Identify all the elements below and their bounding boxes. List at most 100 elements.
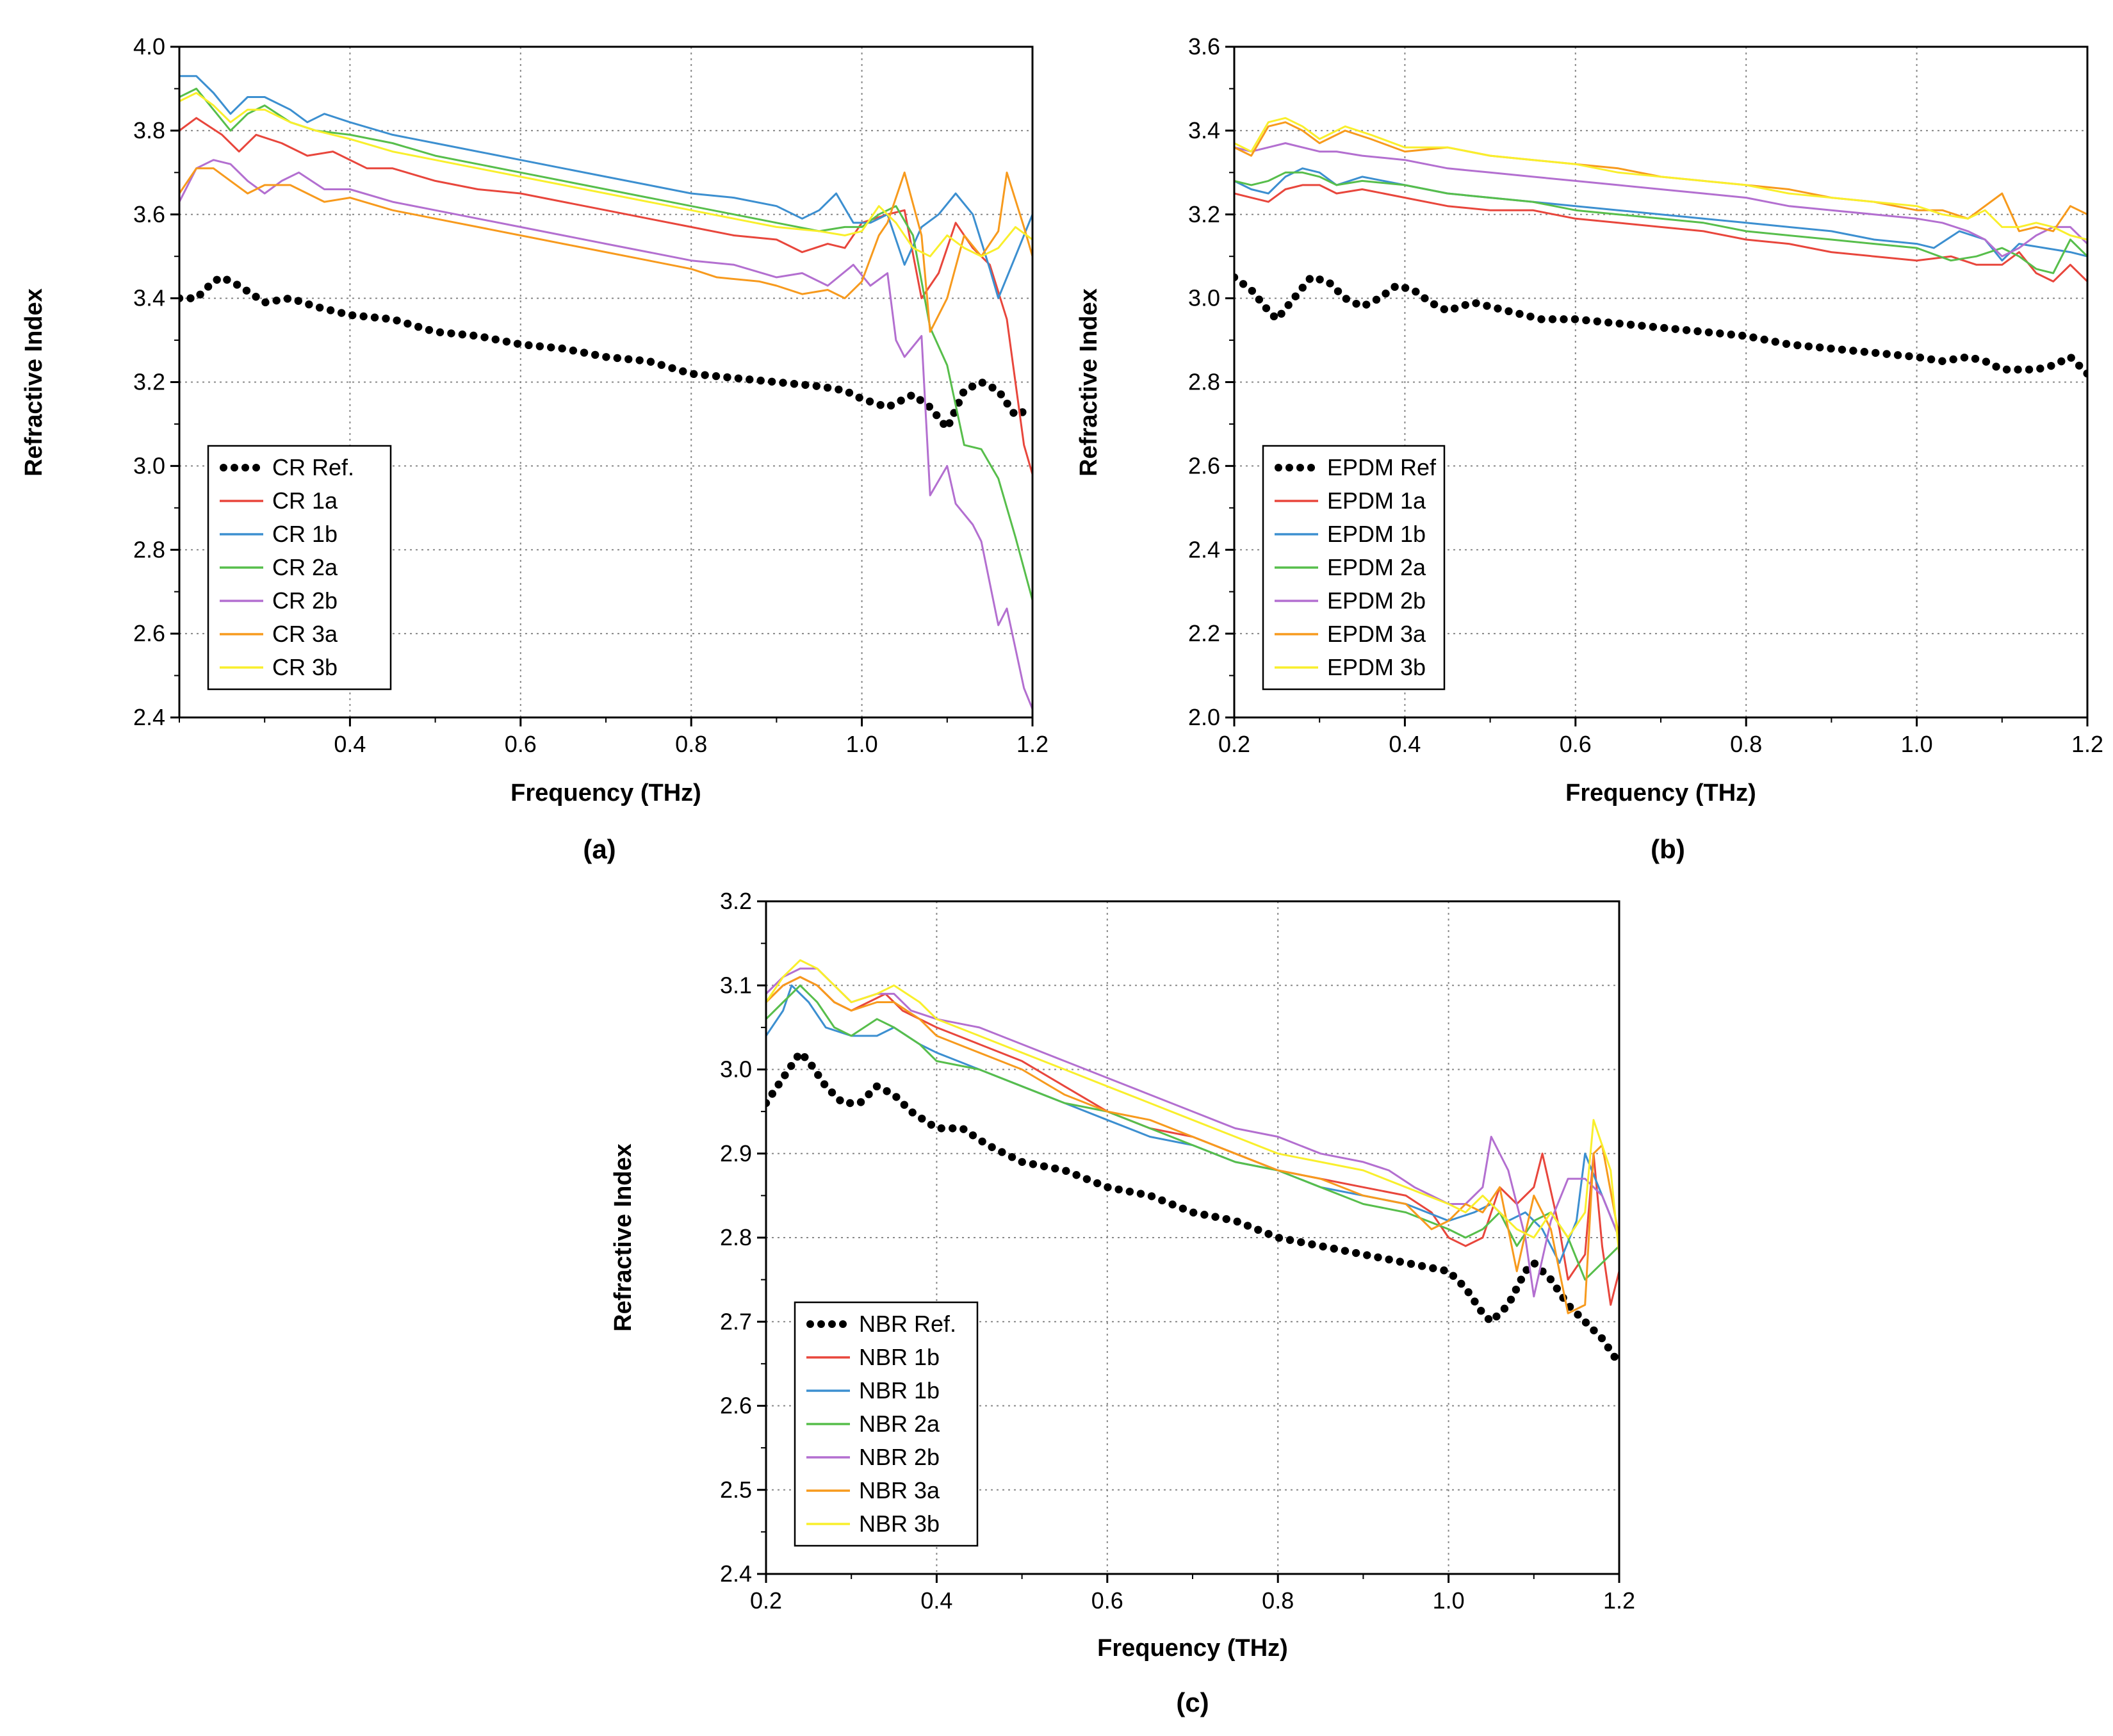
chart-c-legend-label-6: NBR 3b [859, 1511, 940, 1537]
chart-a-xtick-label-4: 1.2 [1016, 731, 1048, 757]
chart-b-legend-item-1: EPDM 1a [1275, 487, 1426, 514]
chart-b-legend-label-3: EPDM 2a [1327, 554, 1426, 580]
chart-a-series-3 [179, 87, 1032, 601]
chart-b-ytick-label-1: 2.2 [1188, 620, 1220, 646]
chart-a-ytick-label-1: 2.6 [133, 620, 165, 646]
chart-c-legend-label-4: NBR 2b [859, 1444, 940, 1470]
chart-b-legend-label-0: EPDM Ref [1327, 454, 1437, 480]
chart-c-legend-item-6: NBR 3b [806, 1511, 940, 1537]
chart-c-ylabel: Refractive Index [610, 1143, 637, 1332]
chart-b-legend-item-2: EPDM 1b [1275, 521, 1426, 547]
chart-a-legend-label-5: CR 3a [272, 621, 338, 647]
chart-a-plot: 2.4 2.6 2.8 3.0 3.2 3.4 3.6 3.8 4.0 0.4 0.6 0.8 1.0 1… [133, 33, 1048, 757]
chart-b-xtick-label-0: 0.2 [1218, 731, 1250, 757]
chart-b-xtick-label-2: 0.6 [1560, 731, 1592, 757]
chart-a-ytick-label-5: 3.4 [133, 285, 165, 311]
chart-b-series-1 [1234, 184, 2087, 283]
chart-a-ytick-label-6: 3.6 [133, 201, 165, 227]
chart-c-legend-item-2: NBR 1b [806, 1377, 940, 1404]
chart-b-series-6 [1234, 117, 2087, 241]
chart-c-series-3 [766, 984, 1619, 1281]
chart-b-ytick-label-4: 2.8 [1188, 369, 1220, 395]
chart-a-panel-label: (a) [583, 834, 616, 864]
chart-a-ytick-label-4: 3.2 [133, 369, 165, 395]
chart-b-series-layer [1234, 117, 2087, 378]
chart-c-legend-label-1: NBR 1b [859, 1344, 940, 1370]
chart-b-xlabel: Frequency (THz) [1565, 780, 1756, 807]
chart-a-series-2 [179, 75, 1032, 300]
chart-c-xlabel: Frequency (THz) [1097, 1635, 1288, 1662]
chart-c-legend-item-3: NBR 2a [806, 1411, 940, 1437]
chart-c-legend: NBR Ref. NBR 1b NBR 1b NBR 2a NBR 2b NBR 3a NB… [794, 1301, 979, 1547]
chart-c-legend-label-0: NBR Ref. [859, 1311, 956, 1337]
chart-c-ytick-label-5: 2.9 [720, 1140, 752, 1167]
chart-c-series-6 [766, 959, 1619, 1255]
chart-c-legend-label-5: NBR 3a [859, 1477, 940, 1503]
chart-c-xtick-label-3: 0.8 [1262, 1587, 1294, 1614]
chart-b-legend-label-4: EPDM 2b [1327, 587, 1426, 614]
chart-c-ytick-label-0: 2.4 [720, 1560, 752, 1587]
chart-b-plot: 2.0 2.2 2.4 2.6 2.8 3.0 3.2 3.4 3.6 0.2 0.4 0.6 0.8 1… [1188, 33, 2103, 757]
chart-c-panel-label: (c) [1176, 1687, 1209, 1717]
chart-b: 2.0 2.2 2.4 2.6 2.8 3.0 3.2 3.4 3.6 0.2 0.4 0.6 0.8 1… [1075, 33, 2103, 864]
chart-a-legend-item-0: CR Ref. [220, 454, 354, 480]
chart-c-series-5 [766, 976, 1619, 1314]
chart-b-legend-item-4: EPDM 2b [1275, 587, 1426, 614]
chart-a-legend-label-6: CR 3b [272, 654, 338, 680]
chart-a-legend-label-1: CR 1a [272, 487, 338, 514]
chart-a-ytick-label-0: 2.4 [133, 704, 165, 730]
chart-c-xtick-label-1: 0.4 [920, 1587, 952, 1614]
chart-b-ytick-label-3: 2.6 [1188, 452, 1220, 479]
chart-c-plot: 2.4 2.5 2.6 2.7 2.8 2.9 3.0 3.1 3.2 0.2 0.4 0.6 0.8 1… [720, 888, 1635, 1614]
chart-a-legend-label-2: CR 1b [272, 521, 338, 547]
chart-b-xtick-label-1: 0.4 [1389, 731, 1421, 757]
chart-a-ylabel: Refractive Index [20, 288, 47, 477]
chart-a-series-1 [179, 117, 1032, 475]
chart-a-xtick-label-1: 0.6 [505, 731, 537, 757]
chart-a-legend-item-6: CR 3b [220, 654, 338, 680]
chart-b-legend-label-1: EPDM 1a [1327, 487, 1426, 514]
chart-b-ytick-label-0: 2.0 [1188, 704, 1220, 730]
chart-c: 2.4 2.5 2.6 2.7 2.8 2.9 3.0 3.1 3.2 0.2 0.4 0.6 0.8 1… [610, 888, 1635, 1717]
chart-b-series-2 [1234, 167, 2087, 262]
chart-c-ytick-label-6: 3.0 [720, 1056, 752, 1083]
chart-c-xtick-label-5: 1.2 [1603, 1587, 1635, 1614]
chart-a-xtick-label-2: 0.8 [675, 731, 707, 757]
chart-b-legend-label-2: EPDM 1b [1327, 521, 1426, 547]
chart-a-legend-item-2: CR 1b [220, 521, 338, 547]
chart-a-series-layer [179, 75, 1032, 710]
chart-c-ytick-label-2: 2.6 [720, 1393, 752, 1419]
chart-c-ytick-label-7: 3.1 [720, 972, 752, 998]
chart-b-ytick-label-6: 3.2 [1188, 201, 1220, 227]
chart-b-ytick-label-7: 3.4 [1188, 117, 1220, 143]
chart-b-legend-item-0: EPDM Ref [1275, 454, 1437, 480]
chart-a-legend-item-4: CR 2b [220, 587, 338, 614]
chart-c-xtick-label-2: 0.6 [1091, 1587, 1123, 1614]
chart-a-legend-label-4: CR 2b [272, 587, 338, 614]
chart-a-legend-item-5: CR 3a [220, 621, 338, 647]
chart-c-legend-item-5: NBR 3a [806, 1477, 940, 1503]
chart-a-xtick-label-0: 0.4 [334, 731, 366, 757]
chart-a-legend: CR Ref. CR 1a CR 1b CR 2a CR 2b CR 3a CR 3b [207, 445, 392, 691]
chart-a-legend-label-0: CR Ref. [272, 454, 354, 480]
chart-c-series-0 [766, 1052, 1619, 1361]
chart-c-ytick-label-4: 2.8 [720, 1224, 752, 1250]
chart-b-series-4 [1234, 142, 2087, 258]
chart-c-legend-item-4: NBR 2b [806, 1444, 940, 1470]
chart-c-series-layer [766, 959, 1619, 1361]
chart-b-ytick-label-8: 3.6 [1188, 33, 1220, 60]
chart-b-ytick-label-5: 3.0 [1188, 285, 1220, 311]
chart-c-xtick-label-4: 1.0 [1433, 1587, 1465, 1614]
chart-a-legend-item-1: CR 1a [220, 487, 338, 514]
chart-a-series-6 [179, 92, 1032, 258]
chart-c-legend-item-1: NBR 1b [806, 1344, 940, 1370]
chart-b-legend: EPDM Ref EPDM 1a EPDM 1b EPDM 2a EPDM 2b EPDM… [1262, 445, 1446, 691]
chart-a-series-4 [179, 159, 1032, 710]
chart-a-series-5 [179, 167, 1032, 333]
chart-b-legend-item-3: EPDM 2a [1275, 554, 1426, 580]
chart-b-panel-label: (b) [1651, 834, 1685, 864]
chart-a-series-0 [179, 275, 1027, 428]
chart-b-xtick-label-3: 0.8 [1730, 731, 1762, 757]
chart-b-legend-label-5: EPDM 3a [1327, 621, 1426, 647]
